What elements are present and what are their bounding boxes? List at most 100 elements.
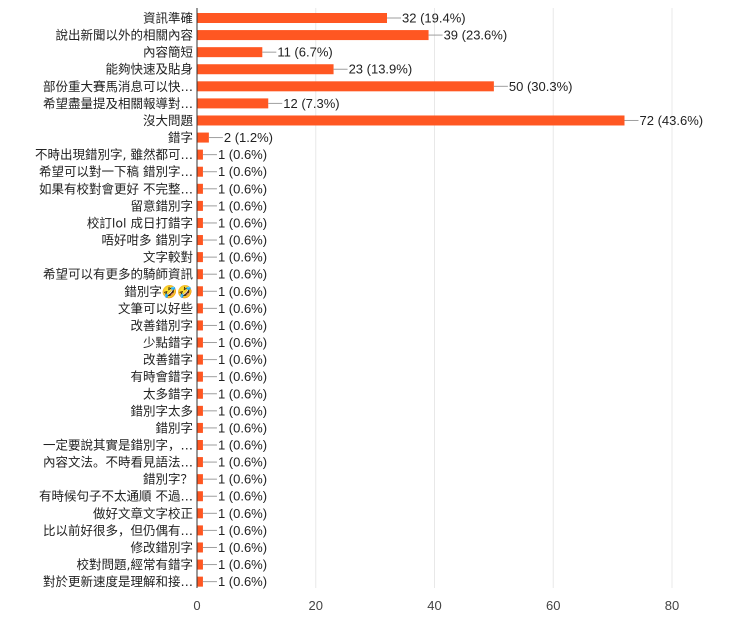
category-label: 有時候句子不太通順 不過…: [39, 489, 193, 504]
category-label: 錯字: [168, 130, 193, 145]
bar: [197, 166, 203, 177]
bar: [197, 388, 203, 399]
bar: [197, 81, 494, 92]
data-label: 1 (0.6%): [218, 215, 267, 230]
category-label: 資訊準確: [143, 11, 193, 26]
data-label: 1 (0.6%): [218, 284, 267, 299]
data-label: 1 (0.6%): [218, 181, 267, 196]
x-tick-label: 80: [665, 598, 679, 613]
data-label: 72 (43.6%): [640, 113, 704, 128]
category-label: 文筆可以好些: [118, 301, 193, 316]
data-label: 1 (0.6%): [218, 455, 267, 470]
bar: [197, 115, 625, 126]
bar: [197, 149, 203, 160]
bar: [197, 217, 203, 228]
data-label: 1 (0.6%): [218, 335, 267, 350]
bar: [197, 269, 203, 280]
category-label: 改善錯別字: [130, 318, 193, 333]
bar: [197, 371, 203, 382]
data-label: 2 (1.2%): [224, 130, 273, 145]
bar: [197, 235, 203, 246]
x-tick-label: 20: [309, 598, 323, 613]
category-label: 如果有校對會更好 不完整…: [39, 181, 193, 196]
bar: [197, 354, 203, 365]
bar: [197, 440, 203, 450]
data-labels: 32 (19.4%) 39 (23.6%) 11 (6.7%) 23 (13.9%) 5…: [218, 11, 703, 590]
category-label: 內容文法。不時看見語法…: [43, 455, 193, 470]
category-label: 一定要說其實是錯別字，…: [43, 438, 193, 453]
category-label: 不時出現錯別字, 雖然都可…: [35, 147, 193, 162]
category-label: 錯別字？: [143, 472, 193, 487]
bars: [197, 13, 625, 587]
bar: [197, 405, 203, 416]
data-label: 1 (0.6%): [218, 352, 267, 367]
bar: [197, 542, 203, 553]
bar: [197, 200, 203, 211]
data-label: 1 (0.6%): [218, 233, 267, 248]
bar: [197, 422, 203, 433]
label-connectors: [202, 17, 639, 583]
bar: [197, 474, 203, 485]
bar: [197, 303, 203, 314]
category-label: 唔好咁多 錯別字: [102, 233, 193, 248]
bar: [197, 47, 263, 58]
bar: [197, 183, 203, 194]
x-axis-tick-labels: 0 20 40 60 80: [193, 598, 679, 613]
bar: [197, 286, 203, 297]
bar: [197, 252, 203, 263]
bar: [197, 559, 203, 570]
data-label: 1 (0.6%): [218, 147, 267, 162]
bar: [197, 64, 334, 75]
data-label: 1 (0.6%): [218, 540, 267, 555]
category-label: 錯別字🤣🤣: [124, 284, 193, 300]
data-label: 1 (0.6%): [218, 164, 267, 179]
category-label: 說出新聞以外的相關內容: [55, 28, 193, 43]
data-label: 1 (0.6%): [218, 523, 267, 538]
data-label: 12 (7.3%): [283, 96, 339, 111]
data-label: 1 (0.6%): [218, 489, 267, 504]
category-label: 錯別字太多: [130, 403, 193, 418]
data-label: 1 (0.6%): [218, 318, 267, 333]
bar: [197, 337, 203, 348]
bar: [197, 508, 203, 519]
data-label: 1 (0.6%): [218, 250, 267, 265]
category-label: 比以前好很多，但仍偶有…: [43, 523, 193, 538]
category-label: 少點錯字: [143, 335, 193, 350]
category-label: 希望可以有更多的騎師資訊: [43, 267, 194, 282]
category-label: 希望可以對一下稿 錯別字…: [39, 164, 193, 179]
data-label: 50 (30.3%): [509, 79, 573, 94]
category-label: 修改錯別字: [130, 540, 193, 555]
x-tick-label: 40: [427, 598, 441, 613]
bar: [197, 30, 429, 41]
data-label: 23 (13.9%): [349, 62, 413, 77]
bar: [197, 98, 269, 109]
bar: [197, 525, 203, 536]
bar: [197, 491, 203, 502]
data-label: 1 (0.6%): [218, 198, 267, 213]
data-label: 1 (0.6%): [218, 267, 267, 282]
category-label: 有時會錯字: [130, 369, 193, 384]
data-label: 1 (0.6%): [218, 403, 267, 418]
gridlines: [315, 8, 673, 588]
category-label: 部份重大賽馬消息可以快…: [43, 79, 193, 94]
x-tick-label: 0: [193, 598, 200, 613]
x-tick-label: 60: [546, 598, 560, 613]
category-label: 校對問題,經常有錯字: [77, 557, 193, 572]
category-label: 對於更新速度是理解和接…: [43, 574, 193, 589]
category-label: 文字較對: [143, 250, 193, 265]
data-label: 1 (0.6%): [218, 557, 267, 572]
category-label: 內容簡短: [143, 45, 193, 60]
bar: [197, 576, 203, 587]
data-label: 1 (0.6%): [218, 438, 267, 453]
data-label: 1 (0.6%): [218, 369, 267, 384]
category-label: 錯別字: [155, 420, 193, 435]
data-label: 1 (0.6%): [218, 506, 267, 521]
data-label: 1 (0.6%): [218, 301, 267, 316]
category-label: 希望盡量提及相關報導對…: [43, 96, 193, 111]
data-label: 32 (19.4%): [402, 11, 466, 26]
category-label: 沒大問題: [143, 113, 194, 128]
data-label: 1 (0.6%): [218, 472, 267, 487]
data-label: 1 (0.6%): [218, 386, 267, 401]
